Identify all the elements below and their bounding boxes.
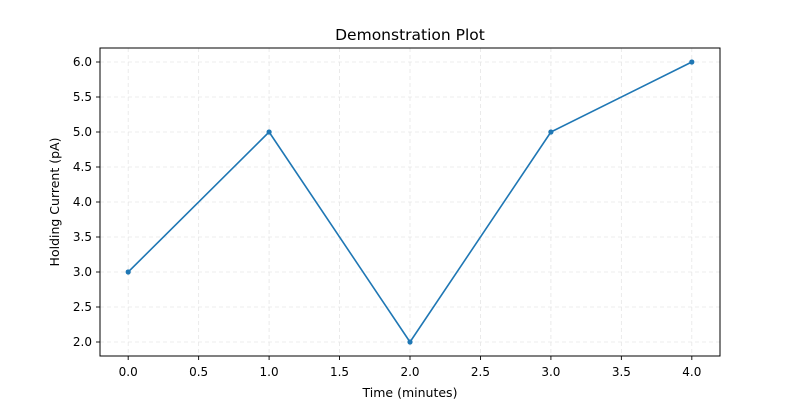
x-tick-label: 3.5 <box>612 365 631 379</box>
y-axis-label: Holding Current (pA) <box>47 138 62 267</box>
data-point <box>689 59 695 65</box>
x-tick-label: 2.5 <box>471 365 490 379</box>
y-tick-label: 5.5 <box>73 90 92 104</box>
x-tick-label: 0.0 <box>119 365 138 379</box>
x-tick-label: 4.0 <box>682 365 701 379</box>
y-tick-label: 4.5 <box>73 160 92 174</box>
axis-ticks: 0.0 0.5 1.0 1.5 2.0 2.5 3.0 3.5 4.0 2.0 2.5 3.0 3.5 4… <box>73 55 701 379</box>
y-tick-label: 6.0 <box>73 55 92 69</box>
y-tick-label: 3.0 <box>73 265 92 279</box>
y-tick-label: 2.0 <box>73 335 92 349</box>
data-point <box>548 129 554 135</box>
chart-title: Demonstration Plot <box>335 26 485 44</box>
x-tick-label: 2.0 <box>400 365 419 379</box>
x-tick-label: 3.0 <box>541 365 560 379</box>
y-tick-label: 5.0 <box>73 125 92 139</box>
x-axis-label: Time (minutes) <box>362 385 458 400</box>
y-tick-label: 4.0 <box>73 195 92 209</box>
data-point <box>266 129 272 135</box>
x-tick-label: 1.0 <box>260 365 279 379</box>
y-tick-label: 3.5 <box>73 230 92 244</box>
data-point <box>125 269 131 275</box>
series-layer <box>125 59 695 345</box>
x-tick-label: 0.5 <box>189 365 208 379</box>
y-tick-label: 2.5 <box>73 300 92 314</box>
x-tick-label: 1.5 <box>330 365 349 379</box>
data-point <box>407 339 413 345</box>
